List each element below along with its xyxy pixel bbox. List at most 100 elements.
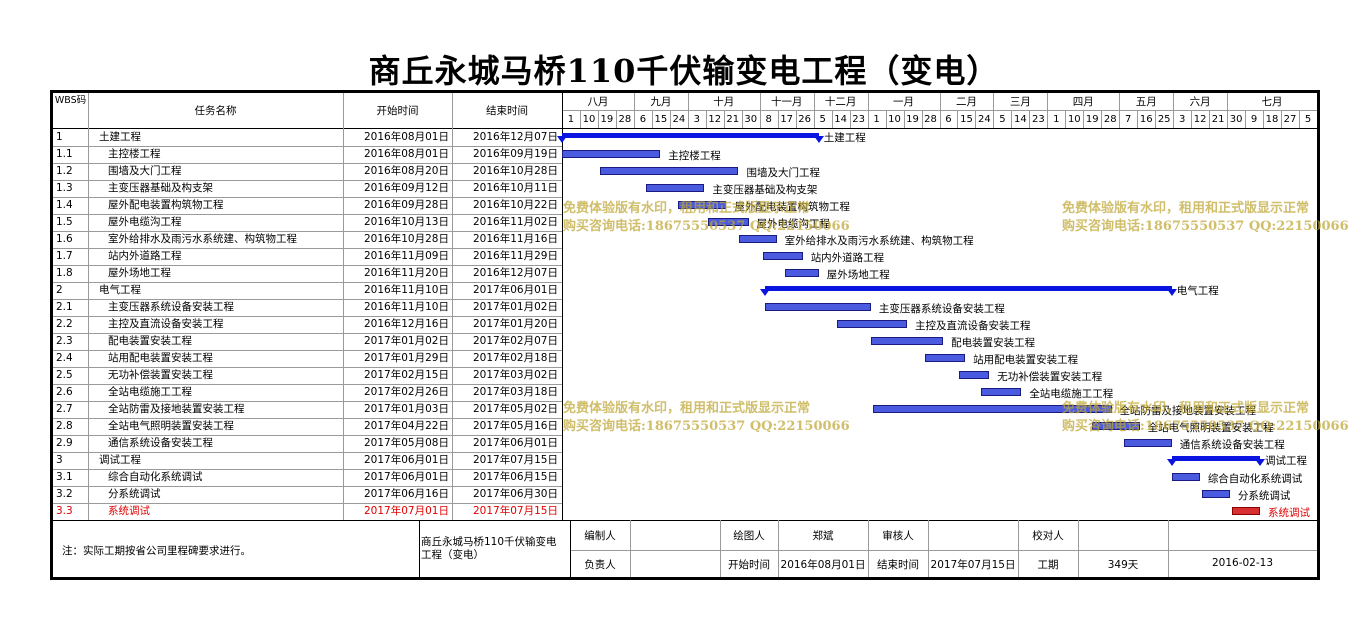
task-name: 调试工程 bbox=[99, 454, 141, 466]
bar-label: 主变压器系统设备安装工程 bbox=[878, 303, 1005, 315]
watermark-text: 免费体验版有水印，租用和正式版显示正常 bbox=[563, 201, 811, 216]
grid-line-h bbox=[53, 503, 562, 504]
bar-label: 全站电气照明装置安装工程 bbox=[1147, 422, 1274, 434]
header-wbs: WBS码 bbox=[54, 95, 87, 106]
timeline-tick-label: 10 bbox=[1067, 114, 1081, 125]
timeline-tick-label: 24 bbox=[978, 114, 991, 125]
timeline-month-label: 十月 bbox=[713, 96, 735, 108]
grid-line-v bbox=[1137, 110, 1139, 128]
task-name: 全站电缆施工工程 bbox=[108, 386, 192, 398]
grid-line-h bbox=[53, 163, 562, 164]
task-start: 2016年08月01日 bbox=[364, 131, 449, 143]
grid-line-v bbox=[1083, 110, 1085, 128]
task-bar bbox=[981, 388, 1022, 396]
task-wbs: 1 bbox=[56, 131, 63, 143]
grid-line-v bbox=[1168, 520, 1169, 577]
timeline-tick-label: 6 bbox=[639, 114, 647, 125]
task-start: 2016年09月28日 bbox=[364, 199, 449, 211]
grid-line-h bbox=[53, 316, 562, 317]
duration-value: 349天 bbox=[1107, 559, 1139, 571]
task-bar bbox=[959, 371, 990, 379]
bar-label: 全站防雷及接地装置安装工程 bbox=[1119, 405, 1257, 417]
task-end: 2017年07月15日 bbox=[473, 505, 558, 517]
grid-line-v bbox=[633, 110, 635, 128]
summary-end-marker bbox=[813, 136, 824, 143]
task-name: 全站防雷及接地装置安装工程 bbox=[108, 403, 245, 415]
task-bar bbox=[738, 235, 777, 243]
timeline-tick-label: 8 bbox=[765, 114, 772, 125]
grid-line-v bbox=[1018, 520, 1019, 577]
bar-label: 配电装置安装工程 bbox=[951, 337, 1036, 349]
task-bar bbox=[646, 184, 705, 192]
timeline-tick-label: 5 bbox=[819, 114, 826, 125]
timeline-tick-label: 30 bbox=[1229, 114, 1243, 125]
task-end: 2016年10月22日 bbox=[473, 199, 558, 211]
timeline-tick-label: 28 bbox=[1103, 114, 1117, 125]
bar-label: 全站电缆施工工程 bbox=[1029, 388, 1114, 400]
task-end: 2016年12月07日 bbox=[473, 131, 558, 143]
timeline-tick-label: 9 bbox=[1250, 114, 1258, 125]
task-name: 无功补偿装置安装工程 bbox=[108, 369, 213, 381]
timeline-tick-label: 12 bbox=[708, 114, 722, 125]
task-wbs: 1.6 bbox=[56, 233, 73, 245]
grid-line-v bbox=[795, 110, 797, 128]
grid-line-v bbox=[687, 110, 689, 128]
task-name: 围墙及大门工程 bbox=[108, 165, 182, 177]
timeline-tick-label: 1 bbox=[873, 114, 880, 125]
timeline-tick-label: 17 bbox=[780, 114, 794, 125]
grid-line-v bbox=[993, 110, 995, 128]
header-end-time: 结束时间 bbox=[486, 105, 528, 117]
grid-line-v bbox=[570, 520, 571, 577]
task-start: 2017年06月01日 bbox=[364, 471, 449, 483]
timeline-tick-label: 16 bbox=[1139, 114, 1153, 125]
watermark-text: 购买咨询电话:18675550537 QQ:22150066 bbox=[563, 419, 850, 434]
grid-line-v bbox=[759, 93, 761, 110]
task-name: 系统调试 bbox=[108, 505, 150, 517]
end-value: 2017年07月15日 bbox=[930, 559, 1016, 571]
grid-line-v bbox=[669, 110, 671, 128]
task-end: 2017年02月07日 bbox=[473, 335, 558, 347]
grid-line-h bbox=[53, 299, 562, 300]
grid-line-h bbox=[53, 435, 562, 436]
task-end: 2016年11月29日 bbox=[473, 250, 558, 262]
task-end: 2017年06月15日 bbox=[473, 471, 558, 483]
task-name: 站用配电装置安装工程 bbox=[108, 352, 213, 364]
task-wbs: 1.7 bbox=[56, 250, 73, 262]
grid-line-h bbox=[53, 418, 562, 419]
task-bar bbox=[784, 269, 819, 277]
task-bar bbox=[678, 201, 727, 209]
grid-line-v bbox=[1299, 110, 1301, 128]
timeline-tick-label: 19 bbox=[1085, 114, 1099, 125]
bar-label: 系统调试 bbox=[1268, 507, 1310, 519]
task-wbs: 1.1 bbox=[56, 148, 73, 160]
task-bar bbox=[600, 167, 739, 175]
timeline-tick-label: 6 bbox=[945, 114, 952, 125]
task-start: 2017年06月01日 bbox=[364, 454, 449, 466]
grid-line-h bbox=[53, 265, 562, 266]
task-name: 屋外配电装置构筑物工程 bbox=[108, 199, 224, 211]
task-end: 2017年02月18日 bbox=[473, 352, 558, 364]
timeline-tick-label: 19 bbox=[906, 114, 919, 125]
task-name: 全站电气照明装置安装工程 bbox=[108, 420, 234, 432]
timeline-tick-label: 23 bbox=[852, 114, 865, 125]
timeline-tick-label: 28 bbox=[618, 114, 632, 125]
task-start: 2017年07月01日 bbox=[364, 505, 449, 517]
watermark-text: 免费体验版有水印，租用和正式版显示正常 bbox=[1062, 201, 1310, 216]
grid-line-v bbox=[903, 110, 905, 128]
footer-note: 注：实际工期按省公司里程碑要求进行。 bbox=[62, 545, 251, 557]
grid-line-h bbox=[53, 469, 562, 470]
task-end: 2016年10月11日 bbox=[473, 182, 558, 194]
grid-line-v bbox=[849, 110, 851, 128]
task-name: 站内外道路工程 bbox=[108, 250, 182, 262]
grid-line-v bbox=[88, 93, 89, 520]
task-bar bbox=[925, 354, 966, 362]
timeline-tick-label: 1 bbox=[567, 114, 575, 125]
timeline-tick-label: 18 bbox=[1265, 114, 1279, 125]
owner-label: 负责人 bbox=[584, 559, 616, 571]
bar-label: 室外给排水及雨污水系统建、构筑物工程 bbox=[784, 235, 974, 247]
grid-line-v bbox=[1155, 110, 1157, 128]
bar-label: 站内外道路工程 bbox=[810, 252, 885, 264]
checker-label: 校对人 bbox=[1032, 530, 1064, 542]
watermark-text: 购买咨询电话:18675550537 QQ:22150066 bbox=[1062, 219, 1349, 234]
task-end: 2017年06月01日 bbox=[473, 437, 558, 449]
